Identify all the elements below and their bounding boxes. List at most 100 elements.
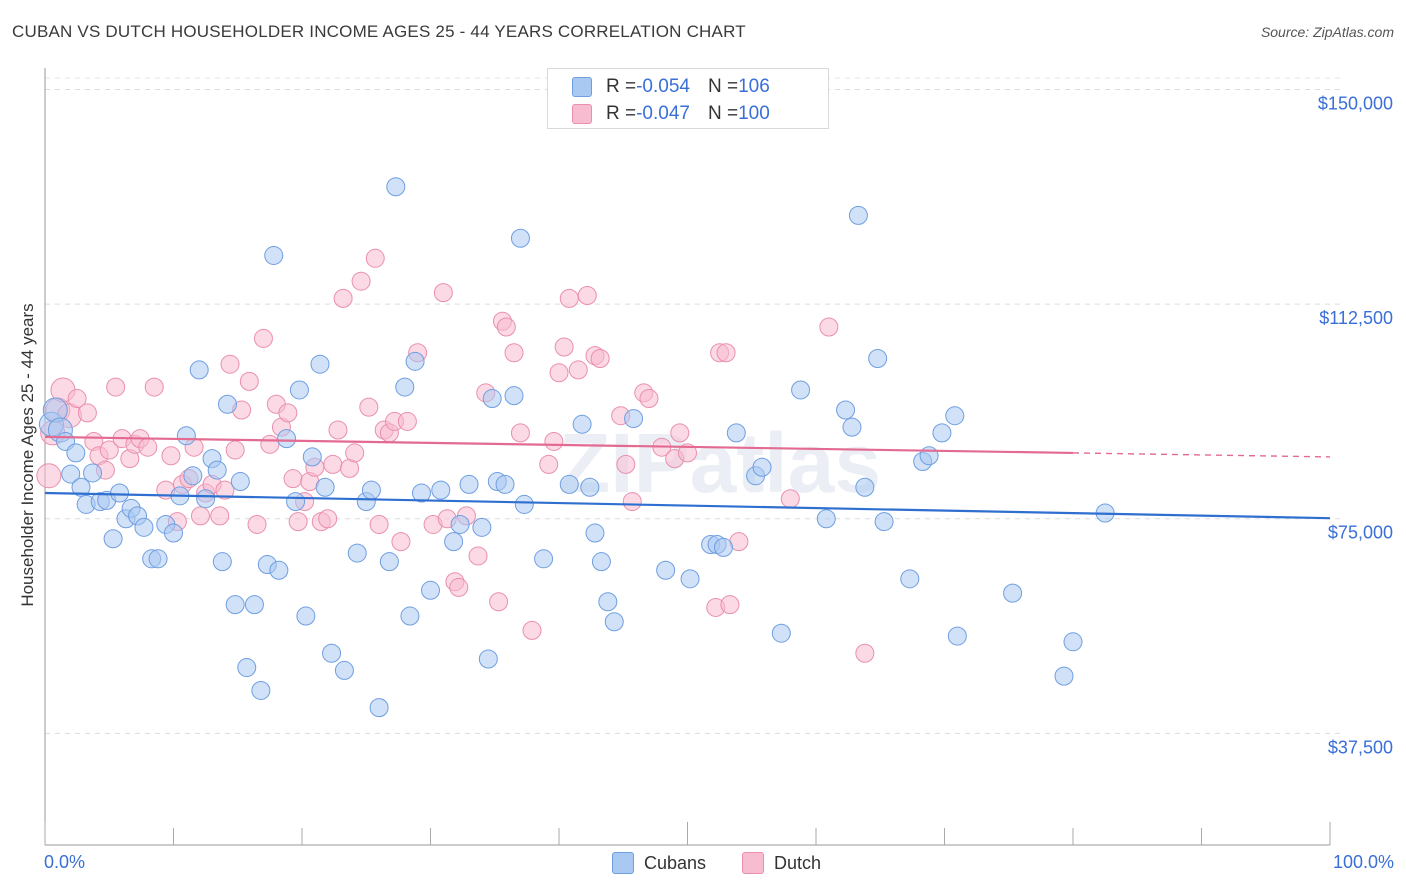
cuban-point: [1054, 666, 1074, 686]
legend-item-dutch[interactable]: Dutch: [742, 852, 821, 874]
dutch-point: [283, 469, 303, 489]
n-value-dutch: 100: [738, 103, 770, 124]
dutch-point: [288, 512, 308, 532]
cuban-point: [504, 386, 524, 406]
cuban-point: [207, 460, 227, 480]
cuban-point: [164, 523, 183, 543]
cuban-point: [598, 592, 618, 612]
r-label: R =: [606, 103, 637, 124]
n-value-cubans: 106: [738, 76, 770, 97]
dutch-point: [433, 283, 453, 303]
dutch-point: [260, 434, 280, 454]
y-tick-label: $112,500: [1319, 308, 1393, 328]
legend-row-dutch: R = -0.047 N = 100: [572, 102, 770, 126]
cuban-point: [103, 529, 123, 549]
y-tick-label: $75,000: [1328, 523, 1393, 543]
dutch-point: [590, 348, 610, 368]
dutch-point: [278, 403, 298, 423]
dutch-point: [253, 328, 273, 348]
cuban-point: [450, 514, 470, 534]
dutch-point: [190, 506, 210, 526]
cuban-point: [534, 549, 554, 569]
y-axis-title: Householder Income Ages 25 - 44 years: [18, 303, 37, 607]
dutch-point: [568, 360, 588, 380]
cuban-point: [680, 569, 700, 589]
cuban-point: [296, 606, 316, 626]
x-tick-label-min: 0.0%: [44, 852, 86, 872]
cuban-point: [947, 626, 967, 646]
cuban-point: [816, 509, 836, 529]
dutch-point: [239, 371, 259, 391]
cuban-point: [405, 351, 425, 371]
dutch-point: [220, 354, 240, 374]
dutch-point: [549, 363, 569, 383]
dutch-point: [670, 423, 690, 443]
dutch-point: [554, 337, 574, 357]
x-tick-label-max: 100.0%: [1332, 852, 1394, 872]
cuban-point: [791, 380, 811, 400]
dutch-legend-swatch: [742, 852, 764, 874]
dutch-point: [365, 248, 385, 268]
cuban-point: [585, 523, 605, 543]
dutch-point: [99, 440, 119, 460]
dutch-point: [215, 480, 235, 500]
cuban-point: [1003, 583, 1023, 603]
axes: [44, 68, 1331, 846]
dutch-point: [468, 546, 488, 566]
cuban-point: [310, 354, 330, 374]
legend-label-cubans: Cubans: [644, 852, 707, 873]
cuban-point: [369, 698, 389, 718]
cuban-point: [264, 245, 284, 265]
r-value-dutch: -0.047: [636, 103, 690, 124]
cuban-point: [514, 494, 534, 514]
cuban-point: [400, 606, 420, 626]
cuban-point: [302, 447, 322, 467]
cubans-legend-swatch: [612, 852, 634, 874]
cuban-point: [230, 472, 250, 492]
dutch-point: [544, 431, 564, 451]
dutch-point: [720, 595, 740, 615]
cuban-point: [361, 480, 381, 500]
cuban-point: [848, 205, 868, 225]
dutch-point: [639, 389, 659, 409]
dutch-trend-line: [44, 435, 1074, 455]
dutch-point: [36, 463, 62, 489]
cuban-point: [71, 477, 91, 497]
cuban-point: [572, 414, 592, 434]
cuban-point: [322, 643, 342, 663]
cuban-point: [874, 512, 894, 532]
cuban-point: [421, 580, 440, 600]
cuban-point: [217, 394, 237, 414]
stats-legend: R = -0.054 N = 106 R = -0.047 N = 100: [547, 68, 829, 129]
dutch-point: [716, 343, 736, 363]
dutch-point: [225, 440, 245, 460]
dutch-point: [397, 411, 417, 431]
cuban-point: [347, 543, 367, 563]
dutch-point: [510, 423, 530, 443]
dutch-point: [359, 397, 379, 417]
dutch-point: [559, 288, 579, 308]
series-legend: Cubans Dutch: [0, 852, 1406, 876]
cuban-point: [726, 423, 746, 443]
watermark: ZIPatlas: [559, 416, 881, 510]
cuban-point: [868, 348, 888, 368]
legend-item-cubans[interactable]: Cubans: [612, 852, 706, 874]
dutch-point: [67, 389, 87, 409]
cuban-point: [110, 483, 130, 503]
dutch-swatch: [572, 104, 592, 124]
cuban-point: [444, 532, 464, 552]
cuban-point: [559, 474, 579, 494]
cubans-swatch: [572, 77, 592, 97]
dutch-trend-extension: [1072, 452, 1331, 458]
cuban-point: [459, 474, 479, 494]
cuban-point: [395, 377, 415, 397]
dutch-point: [247, 514, 267, 534]
y-tick-label: $150,000: [1318, 93, 1393, 113]
cuban-point: [752, 457, 772, 477]
cuban-point: [237, 658, 257, 678]
dutch-point: [106, 377, 126, 397]
dutch-point: [323, 454, 343, 474]
dutch-point: [622, 492, 642, 512]
cuban-point: [212, 552, 232, 572]
cuban-point: [176, 426, 196, 446]
